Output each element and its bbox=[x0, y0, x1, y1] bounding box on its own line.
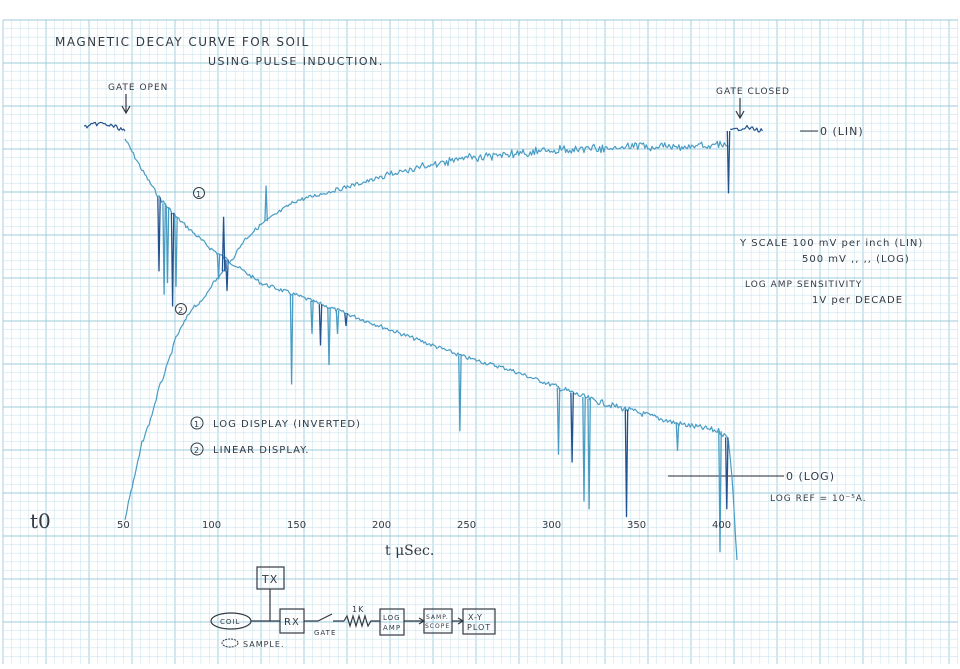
series-3-spike bbox=[726, 130, 731, 194]
x-tick-label-100: 100 bbox=[202, 520, 221, 531]
series-0-spike bbox=[170, 212, 175, 307]
rx-label: RX bbox=[284, 617, 300, 628]
series-0-spike bbox=[624, 409, 629, 518]
resistor-symbol bbox=[343, 613, 380, 629]
x-tick-label-400: 400 bbox=[712, 520, 731, 531]
series-1-line bbox=[124, 140, 729, 520]
gate-open-label: GATE OPEN bbox=[108, 83, 168, 93]
legend-1-marker: 1 bbox=[194, 420, 200, 429]
samp-label-2: SCOPE bbox=[425, 623, 450, 630]
series-0-spike bbox=[458, 355, 462, 432]
trace-layer bbox=[83, 121, 764, 561]
x-axis-label: t μSec. bbox=[385, 543, 434, 559]
series-1-spike bbox=[264, 185, 268, 222]
sample-hatch bbox=[221, 638, 239, 648]
legend-2-marker: 2 bbox=[194, 446, 200, 455]
legend-1-label: LOG DISPLAY (INVERTED) bbox=[213, 419, 361, 430]
x-tick-label-250: 250 bbox=[457, 520, 476, 531]
series-0-spike bbox=[556, 387, 561, 455]
series-0-spike bbox=[344, 313, 348, 327]
chart-subtitle: USING PULSE INDUCTION. bbox=[208, 55, 384, 68]
zero-log-label: 0 (LOG) bbox=[786, 470, 835, 483]
gate-switch-blade bbox=[317, 613, 333, 622]
series-0-spike bbox=[216, 253, 221, 280]
log-ref-note: LOG REF = 10⁻⁵A. bbox=[770, 494, 867, 504]
series-0-spike bbox=[335, 310, 340, 334]
xy-label-2: PLOT bbox=[467, 623, 491, 632]
tx-label: TX bbox=[261, 573, 278, 586]
zero-lin-label: 0 (LIN) bbox=[820, 125, 864, 138]
series-0-spike bbox=[675, 423, 680, 451]
xy-label-1: X-Y bbox=[468, 613, 483, 622]
y-scale-log-note: 500 mV ,, ,, (LOG) bbox=[802, 254, 910, 265]
gate-open-arrow bbox=[121, 94, 131, 115]
series-0-spike bbox=[582, 396, 586, 502]
trace-1-marker-circle bbox=[193, 187, 205, 199]
x-tick-label-350: 350 bbox=[627, 520, 646, 531]
series-0-spike bbox=[310, 300, 314, 334]
x-tick-label-300: 300 bbox=[542, 520, 561, 531]
series-0-spike bbox=[570, 392, 574, 463]
gate-closed-arrow bbox=[735, 98, 745, 120]
y-scale-note: Y SCALE 100 mV per inch (LIN) bbox=[739, 238, 923, 249]
legend-2-circle bbox=[190, 442, 204, 456]
grid-lines bbox=[2, 19, 958, 664]
x-tick-label-200: 200 bbox=[372, 520, 391, 531]
series-0-spike bbox=[587, 398, 591, 510]
x-tick-labels: 50 100 150 200 250 300 350 400 bbox=[117, 520, 731, 531]
log-amp-sensitivity-note: LOG AMP SENSITIVITY bbox=[745, 280, 862, 290]
log-amp-label-2: AMP bbox=[383, 624, 401, 632]
series-0-spike bbox=[157, 197, 161, 272]
series-0-spike bbox=[165, 207, 170, 284]
coil-label: COIL bbox=[220, 618, 240, 626]
chart-title: MAGNETIC DECAY CURVE FOR SOIL bbox=[55, 35, 310, 49]
gate-label: GATE bbox=[314, 629, 336, 637]
x-tick-label-150: 150 bbox=[287, 520, 306, 531]
series-0-spike bbox=[327, 307, 331, 366]
trace-2-marker-text: 2 bbox=[178, 306, 184, 315]
samp-label-1: SAMP. bbox=[426, 614, 449, 621]
t-zero-label: t0 bbox=[30, 509, 51, 533]
series-0-spike bbox=[718, 431, 722, 553]
x-tick-label-50: 50 bbox=[117, 520, 130, 531]
log-amp-label-1: LOG bbox=[383, 614, 401, 622]
trace-2-marker-circle bbox=[175, 303, 187, 315]
xy-plot-box bbox=[462, 608, 496, 635]
trace-1-marker-text: 1 bbox=[196, 190, 202, 199]
legend-1-circle bbox=[190, 416, 204, 430]
resistor-label: 1K bbox=[352, 605, 364, 614]
series-3-line bbox=[730, 124, 764, 133]
series-0-spike bbox=[162, 203, 166, 295]
series-2-line bbox=[83, 121, 126, 132]
series-1-spike bbox=[221, 216, 226, 272]
decade-note: 1V per DECADE bbox=[812, 295, 903, 306]
series-0-spike bbox=[289, 293, 294, 385]
series-0-spike bbox=[318, 304, 323, 346]
series-0-spike bbox=[174, 216, 178, 288]
series-0-line bbox=[124, 138, 738, 561]
block-diagram: TX COIL RX GATE 1K LOG AMP SAMP. SCOPE X… bbox=[210, 566, 496, 649]
gate-closed-label: GATE CLOSED bbox=[716, 87, 790, 97]
log-amp-box bbox=[379, 608, 405, 636]
legend-2-label: LINEAR DISPLAY. bbox=[213, 445, 309, 456]
series-0-spike bbox=[724, 437, 729, 510]
sample-label: SAMPLE. bbox=[243, 640, 284, 649]
